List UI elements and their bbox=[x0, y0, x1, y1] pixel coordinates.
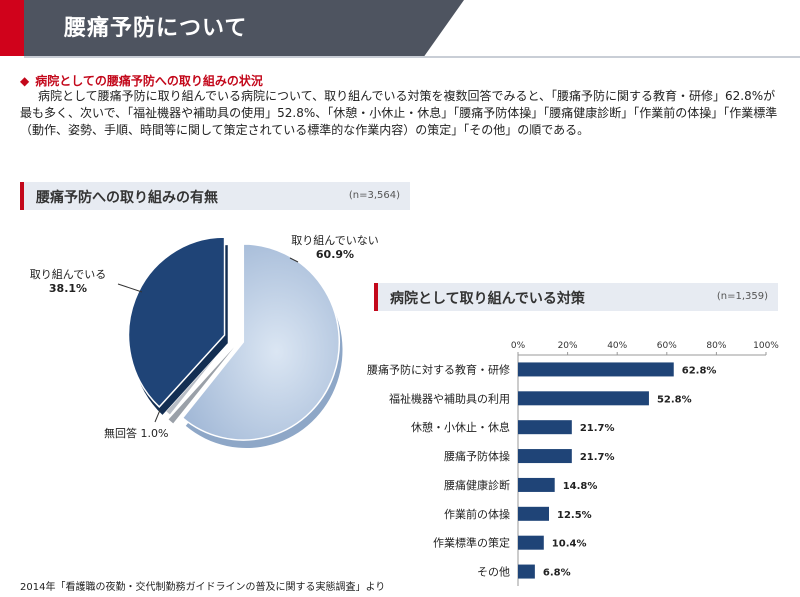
bar-6 bbox=[518, 535, 544, 550]
bar-1 bbox=[518, 391, 649, 406]
bar-panel-title: 病院として取り組んでいる対策 (n=1,359) bbox=[374, 283, 778, 311]
pie-slice-0 bbox=[181, 243, 343, 449]
bar-value-label-0: 62.8% bbox=[682, 365, 717, 376]
bar-tick-label-4: 80% bbox=[706, 341, 726, 351]
pie-slice-face-2 bbox=[127, 236, 226, 409]
bar-category-label-6: 作業標準の策定 bbox=[433, 536, 510, 550]
section-body: 病院として腰痛予防に取り組んでいる病院について、取り組んでいる対策を複数回答でみ… bbox=[20, 89, 778, 137]
bar-panel-title-text: 病院として取り組んでいる対策 bbox=[390, 291, 585, 307]
page-header: 腰痛予防について bbox=[0, 0, 800, 58]
bar-value-label-7: 6.8% bbox=[543, 568, 571, 579]
bar-category-label-0: 腰痛予防に対する教育・研修 bbox=[367, 362, 510, 376]
pie-slice-side-1 bbox=[168, 347, 234, 424]
bar-category-label-3: 腰痛予防体操 bbox=[444, 449, 510, 463]
pie-leader-working bbox=[117, 283, 143, 293]
source-note: 2014年「看護職の夜勤・交代制勤務ガイドラインの普及に関する実態調査」より bbox=[20, 582, 386, 593]
bar-4 bbox=[518, 477, 555, 492]
bar-value-label-2: 21.7% bbox=[580, 423, 615, 434]
bar-category-label-2: 休憩・小休止・休息 bbox=[411, 420, 510, 434]
pie-slice-face-0 bbox=[181, 243, 341, 441]
bar-0 bbox=[518, 362, 674, 377]
bar-tick-label-1: 20% bbox=[558, 341, 578, 351]
pie-label-no-answer-text: 無回答 bbox=[104, 427, 137, 440]
section-heading-text: 病院としての腰痛予防への取り組みの状況 bbox=[35, 74, 263, 88]
bar-value-label-4: 14.8% bbox=[563, 481, 598, 492]
pie-leader-no-answer bbox=[154, 409, 161, 423]
bar-2 bbox=[518, 420, 572, 435]
pie-panel-title: 腰痛予防への取り組みの有無 (n=3,564) bbox=[20, 182, 410, 210]
pie-slice-2 bbox=[127, 236, 228, 415]
bar-category-label-7: その他 bbox=[477, 566, 510, 579]
pie-label-no-answer: 無回答 1.0% bbox=[104, 427, 184, 441]
pie-label-no-answer-value: 1.0% bbox=[140, 427, 169, 440]
pie-label-working: 取り組んでいる 38.1% bbox=[18, 268, 118, 296]
bar-category-label-5: 作業前の体操 bbox=[444, 507, 510, 521]
bar-5 bbox=[518, 506, 549, 521]
bar-category-label-4: 腰痛健康診断 bbox=[444, 478, 510, 492]
page-title: 腰痛予防について bbox=[64, 16, 248, 41]
header-rule bbox=[24, 56, 800, 58]
pie-label-not-working: 取り組んでいない 60.9% bbox=[280, 234, 390, 262]
bar-7 bbox=[518, 564, 535, 579]
pie-panel-title-text: 腰痛予防への取り組みの有無 bbox=[36, 190, 218, 206]
pie-label-not-working-text: 取り組んでいない bbox=[291, 234, 379, 247]
pie-label-not-working-value: 60.9% bbox=[315, 248, 355, 261]
bar-tick-label-0: 0% bbox=[511, 341, 526, 351]
diamond-icon: ◆ bbox=[20, 74, 30, 88]
bar-value-label-1: 52.8% bbox=[657, 394, 692, 405]
header-bar bbox=[24, 0, 464, 56]
bar-3 bbox=[518, 449, 572, 464]
bar-value-label-3: 21.7% bbox=[580, 452, 615, 463]
bar-tick-label-2: 40% bbox=[607, 341, 627, 351]
bar-value-label-6: 10.4% bbox=[552, 539, 587, 550]
bar-value-label-5: 12.5% bbox=[557, 510, 592, 521]
bar-panel-n: (n=1,359) bbox=[716, 291, 768, 302]
pie-leader-not-working bbox=[289, 257, 299, 263]
header-red-block bbox=[0, 0, 24, 56]
pie-label-working-value: 38.1% bbox=[48, 282, 88, 295]
pie-label-working-text: 取り組んでいる bbox=[29, 268, 107, 281]
pie-panel-n: (n=3,564) bbox=[348, 190, 400, 201]
bar-category-label-1: 福祉機器や補助具の利用 bbox=[389, 391, 510, 405]
bar-tick-label-5: 100% bbox=[753, 341, 779, 351]
section-heading: ◆ 病院としての腰痛予防への取り組みの状況 bbox=[20, 72, 263, 89]
bar-tick-label-3: 60% bbox=[657, 341, 677, 351]
